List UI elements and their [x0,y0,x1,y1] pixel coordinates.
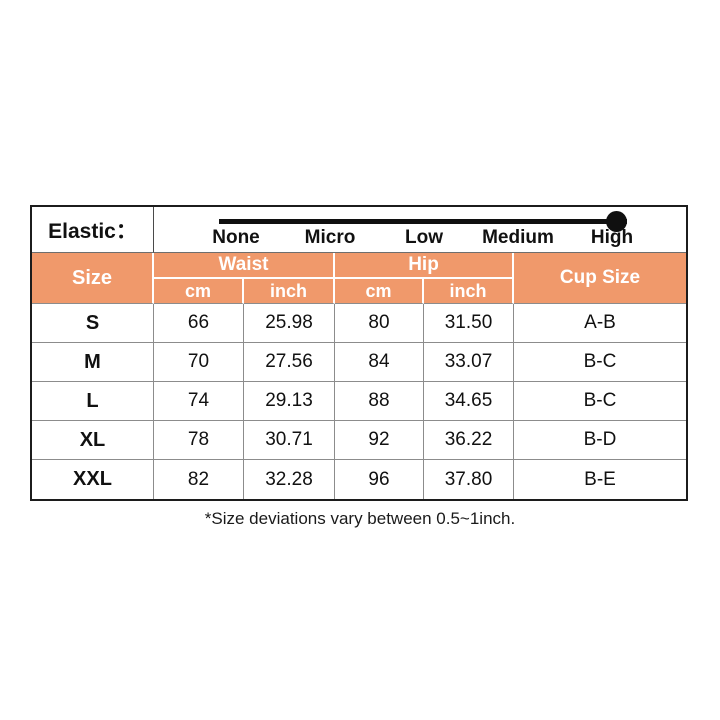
table-row-l: L 74 29.13 88 34.65 B-C [32,382,686,421]
cell-hip-inch: 33.07 [424,343,514,382]
cell-cup-size: B-D [514,421,686,460]
cell-size: XL [32,421,154,460]
cell-waist-cm: 74 [154,382,244,421]
cell-waist-inch: 32.28 [244,460,335,499]
slider-thumb-icon [606,211,627,232]
header-row-units: cm inch cm inch [32,279,686,304]
unit-header-waist-cm: cm [154,279,244,304]
cell-hip-cm: 92 [335,421,424,460]
table-row-s: S 66 25.98 80 31.50 A-B [32,304,686,343]
cell-hip-cm: 80 [335,304,424,343]
elastic-level-high: High [590,227,634,248]
cell-waist-inch: 25.98 [244,304,335,343]
col-header-waist: Waist [154,253,335,279]
cell-hip-cm: 84 [335,343,424,382]
col-header-hip: Hip [335,253,514,279]
cell-hip-cm: 88 [335,382,424,421]
table-row-m: M 70 27.56 84 33.07 B-C [32,343,686,382]
cell-cup-size: B-C [514,343,686,382]
elastic-label: Elastic： [32,207,154,253]
cell-size: XXL [32,460,154,499]
unit-header-waist-inch: inch [244,279,335,304]
size-chart-frame: Elastic： None Micro Low Medium High Size… [30,205,688,501]
cell-size: L [32,382,154,421]
table-row-xl: XL 78 30.71 92 36.22 B-D [32,421,686,460]
size-chart-table: Elastic： None Micro Low Medium High Size… [32,207,686,499]
elastic-scale: None Micro Low Medium High [154,207,686,253]
cell-waist-cm: 70 [154,343,244,382]
elastic-level-low: Low [405,227,443,248]
cell-waist-inch: 30.71 [244,421,335,460]
cell-waist-inch: 27.56 [244,343,335,382]
cell-hip-inch: 37.80 [424,460,514,499]
slider-track [219,219,627,224]
cell-waist-cm: 78 [154,421,244,460]
cell-hip-cm: 96 [335,460,424,499]
cell-waist-inch: 29.13 [244,382,335,421]
elastic-level-medium: Medium [482,227,554,248]
cell-cup-size: B-E [514,460,686,499]
elastic-level-micro: Micro [304,227,356,248]
size-deviation-footnote: *Size deviations vary between 0.5~1inch. [204,509,516,528]
table-row-xxl: XXL 82 32.28 96 37.80 B-E [32,460,686,499]
elastic-level-none: None [212,227,260,248]
unit-header-hip-inch: inch [424,279,514,304]
cell-cup-size: A-B [514,304,686,343]
unit-header-hip-cm: cm [335,279,424,304]
cell-hip-inch: 34.65 [424,382,514,421]
cell-size: S [32,304,154,343]
cell-cup-size: B-C [514,382,686,421]
cell-waist-cm: 82 [154,460,244,499]
cell-hip-inch: 31.50 [424,304,514,343]
cell-hip-inch: 36.22 [424,421,514,460]
col-header-size: Size [32,253,154,304]
elastic-row: Elastic： None Micro Low Medium High [32,207,686,253]
cell-waist-cm: 66 [154,304,244,343]
cell-size: M [32,343,154,382]
col-header-cup-size: Cup Size [514,253,686,304]
header-row-groups: Size Waist Hip Cup Size [32,253,686,304]
